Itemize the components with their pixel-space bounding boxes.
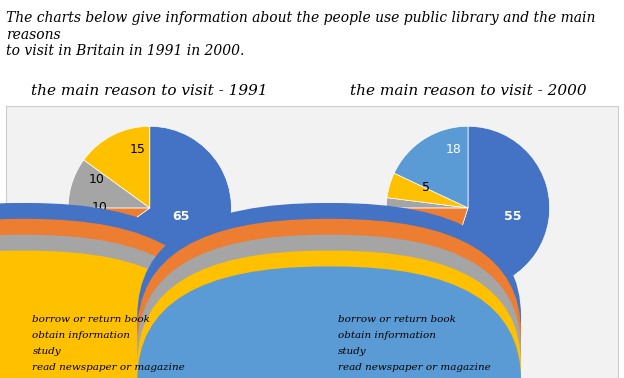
Wedge shape bbox=[84, 126, 150, 208]
Wedge shape bbox=[386, 208, 468, 285]
Title: the main reason to visit - 1991: the main reason to visit - 1991 bbox=[31, 84, 268, 98]
Text: obtain information: obtain information bbox=[32, 331, 130, 340]
Wedge shape bbox=[84, 126, 232, 290]
Text: 10: 10 bbox=[91, 201, 107, 214]
Wedge shape bbox=[387, 173, 468, 208]
Text: 55: 55 bbox=[504, 209, 522, 223]
Wedge shape bbox=[68, 208, 150, 256]
Text: 18: 18 bbox=[446, 143, 461, 156]
Text: obtain information: obtain information bbox=[338, 331, 436, 340]
Wedge shape bbox=[394, 126, 468, 208]
Text: 65: 65 bbox=[172, 209, 190, 223]
Title: the main reason to visit - 2000: the main reason to visit - 2000 bbox=[349, 84, 587, 98]
Text: 2: 2 bbox=[414, 216, 421, 229]
Text: The charts below give information about the people use public library and the ma: The charts below give information about … bbox=[6, 11, 596, 58]
Text: borrow or return book: borrow or return book bbox=[32, 315, 150, 324]
Text: read newspaper or magazine: read newspaper or magazine bbox=[32, 363, 185, 372]
Wedge shape bbox=[68, 160, 150, 208]
Text: read newspaper or magazine: read newspaper or magazine bbox=[338, 363, 491, 372]
Text: study: study bbox=[32, 347, 61, 356]
Text: 10: 10 bbox=[89, 173, 105, 186]
Text: study: study bbox=[338, 347, 367, 356]
Text: 15: 15 bbox=[130, 143, 145, 156]
Wedge shape bbox=[386, 198, 468, 208]
Wedge shape bbox=[443, 126, 550, 290]
Text: 20: 20 bbox=[431, 246, 447, 259]
Text: 5: 5 bbox=[422, 181, 429, 194]
Text: borrow or return book: borrow or return book bbox=[338, 315, 456, 324]
